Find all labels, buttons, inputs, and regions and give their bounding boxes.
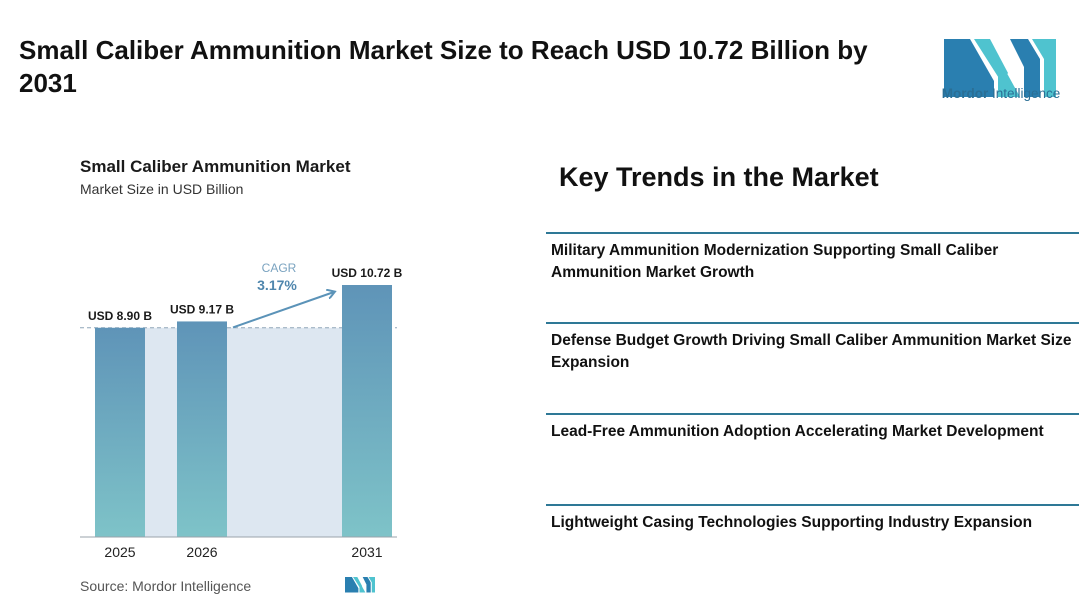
bar-2025 bbox=[95, 327, 145, 537]
chart-subtitle: Market Size in USD Billion bbox=[80, 181, 244, 197]
data-label-2031: USD 10.72 B bbox=[332, 266, 403, 280]
x-tick-2026: 2026 bbox=[186, 544, 217, 560]
cagr-label: CAGR bbox=[262, 261, 297, 275]
bar-2031 bbox=[342, 285, 392, 537]
bar-2026 bbox=[177, 321, 227, 537]
chart-title: Small Caliber Ammunition Market bbox=[80, 157, 351, 176]
source-note: Source: Mordor Intelligence bbox=[80, 578, 252, 594]
cagr-arrow bbox=[232, 292, 334, 329]
trend-item: Defense Budget Growth Driving Small Cali… bbox=[546, 322, 1079, 374]
page-headline: Small Caliber Ammunition Market Size to … bbox=[19, 35, 868, 98]
trend-item: Lead-Free Ammunition Adoption Accelerati… bbox=[546, 413, 1079, 443]
logo-wordmark: Mordor Intelligence bbox=[941, 86, 1061, 101]
trends-title: Key Trends in the Market bbox=[559, 162, 879, 192]
trend-item: Military Ammunition Modernization Suppor… bbox=[546, 232, 1079, 284]
x-tick-2031: 2031 bbox=[351, 544, 382, 560]
cagr-value: 3.17% bbox=[257, 277, 297, 293]
mordor-intelligence-small-logo-icon bbox=[345, 577, 375, 593]
x-tick-2025: 2025 bbox=[104, 544, 135, 560]
trend-item: Lightweight Casing Technologies Supporti… bbox=[546, 504, 1079, 534]
data-label-2025: USD 8.90 B bbox=[88, 309, 152, 323]
mordor-intelligence-logo-icon bbox=[944, 39, 1056, 97]
data-label-2026: USD 9.17 B bbox=[170, 302, 234, 316]
